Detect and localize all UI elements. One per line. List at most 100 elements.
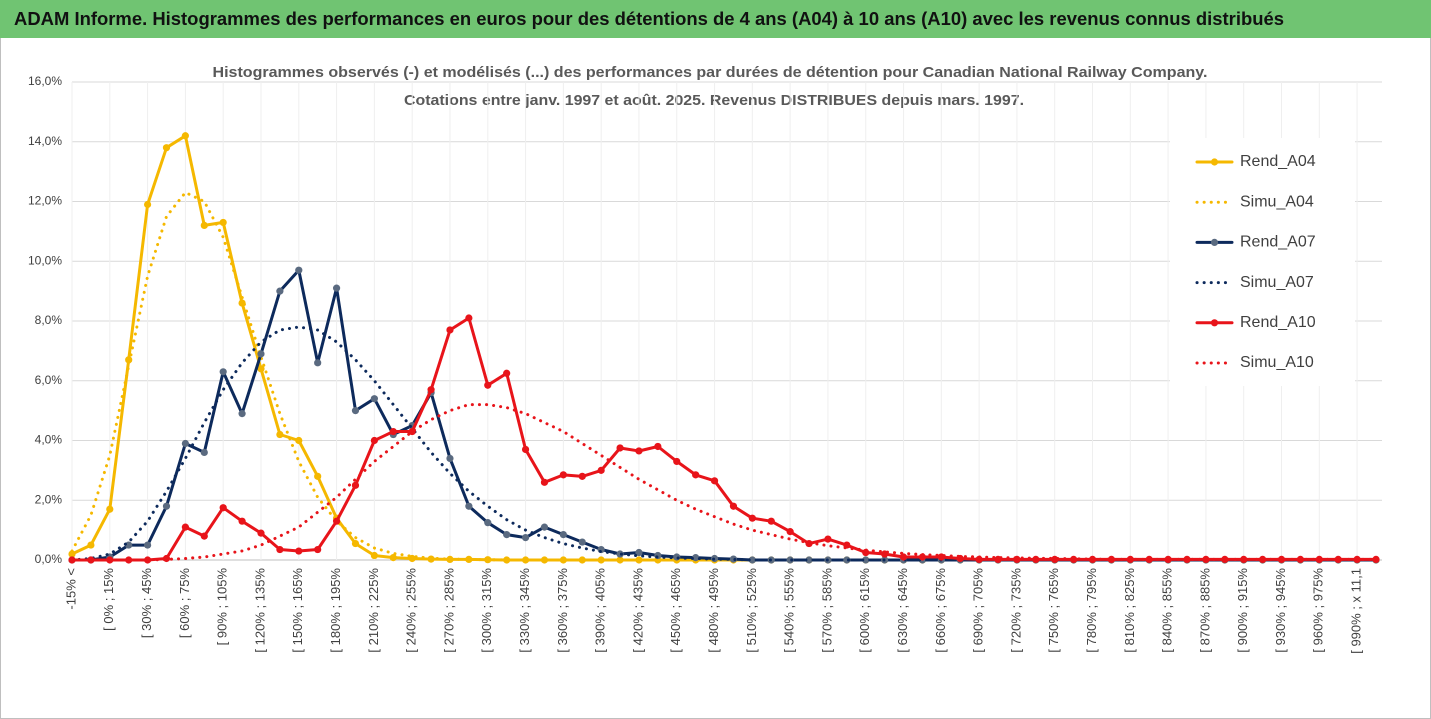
- legend-label: Rend_A10: [1240, 314, 1316, 331]
- x-tick-label: [ 570% ; 585%: [819, 568, 834, 653]
- data-point: [219, 504, 227, 512]
- data-point: [1164, 555, 1172, 564]
- data-point: [1334, 555, 1342, 564]
- data-point: [87, 556, 95, 564]
- chart-subtitle: Cotations entre janv. 1997 et août. 2025…: [404, 92, 1024, 109]
- x-tick-label: [ 750% ; 765%: [1046, 568, 1061, 653]
- data-point: [616, 444, 624, 452]
- x-tick-label: [ 990% ; x 11,1: [1349, 568, 1364, 654]
- x-tick-label: [ 660% ; 675%: [933, 568, 948, 653]
- data-point: [1277, 555, 1286, 564]
- data-point: [503, 556, 511, 564]
- data-point: [597, 466, 605, 474]
- data-point: [559, 531, 567, 539]
- data-point: [1126, 555, 1134, 564]
- data-point: [276, 430, 284, 439]
- data-point: [767, 517, 775, 525]
- x-tick-label: [ 540% ; 555%: [782, 568, 797, 653]
- data-point: [143, 200, 152, 209]
- data-point: [351, 407, 360, 415]
- data-point: [446, 326, 454, 334]
- x-tick-label: [ 360% ; 375%: [555, 568, 570, 653]
- x-tick-label: [ 930% ; 945%: [1273, 568, 1288, 653]
- data-point: [143, 556, 152, 564]
- x-tick-label: [ 780% ; 795%: [1084, 568, 1099, 653]
- data-point: [559, 556, 567, 564]
- legend-marker: [1210, 158, 1219, 166]
- data-point: [692, 471, 700, 479]
- data-point: [181, 439, 189, 448]
- data-point: [181, 523, 189, 531]
- x-tick-label: [ 240% ; 255%: [404, 568, 419, 653]
- y-tick-label: 4,0%: [35, 433, 63, 447]
- x-tick-label: [ 90% ; 105%: [215, 568, 230, 646]
- data-point: [1107, 555, 1116, 564]
- data-point: [446, 454, 454, 463]
- data-point: [370, 395, 378, 403]
- chart-subtitle: Histogrammes observés (-) et modélisés (…: [213, 64, 1208, 81]
- legend-box: [1170, 138, 1355, 386]
- data-point: [219, 218, 227, 227]
- y-tick-label: 0,0%: [35, 552, 63, 566]
- y-tick-label: 8,0%: [35, 313, 63, 327]
- data-point: [200, 221, 208, 229]
- data-point: [276, 545, 284, 554]
- data-point: [295, 266, 303, 274]
- legend-label: Simu_A04: [1240, 193, 1314, 210]
- data-point: [257, 365, 265, 373]
- data-point: [370, 436, 378, 445]
- data-point: [521, 445, 530, 454]
- data-point: [332, 284, 341, 292]
- x-tick-label: [ 330% ; 345%: [517, 568, 532, 653]
- data-point: [635, 548, 643, 557]
- x-tick-label: [ 510% ; 525%: [744, 568, 759, 653]
- data-point: [786, 528, 794, 536]
- data-point: [219, 368, 227, 376]
- data-point: [578, 556, 586, 564]
- data-point: [427, 386, 435, 394]
- x-tick-label: -15% <: [63, 568, 78, 610]
- legend-marker: [1210, 238, 1219, 246]
- x-tick-label: [ 390% ; 405%: [593, 568, 608, 653]
- data-point: [484, 519, 492, 527]
- data-point: [503, 531, 511, 539]
- data-point: [162, 144, 171, 152]
- y-tick-label: 14,0%: [28, 134, 62, 148]
- data-point: [805, 556, 813, 564]
- data-point: [824, 535, 832, 543]
- data-point: [578, 538, 586, 546]
- x-tick-label: [ 900% ; 915%: [1235, 568, 1250, 653]
- data-point: [389, 427, 397, 436]
- data-point: [314, 472, 322, 480]
- legend-label: Rend_A04: [1240, 153, 1316, 170]
- data-point: [748, 556, 756, 564]
- legend-label: Rend_A07: [1240, 234, 1316, 251]
- x-tick-label: [ 420% ; 435%: [630, 568, 645, 653]
- data-point: [143, 541, 152, 549]
- data-point: [351, 481, 360, 489]
- data-point: [200, 448, 208, 457]
- x-tick-label: [ 270% ; 285%: [441, 568, 456, 653]
- x-tick-label: [ 0% ; 15%: [101, 568, 116, 631]
- x-tick-label: [ 960% ; 975%: [1311, 568, 1326, 653]
- data-point: [257, 350, 265, 358]
- data-point: [899, 553, 908, 561]
- x-tick-label: [ 30% ; 45%: [139, 568, 154, 639]
- data-point: [389, 554, 397, 562]
- data-point: [692, 554, 700, 562]
- data-point: [484, 381, 492, 389]
- legend-marker: [1210, 319, 1219, 327]
- data-point: [314, 359, 322, 367]
- model-line: [70, 325, 1378, 562]
- x-tick-label: [ 630% ; 645%: [895, 568, 910, 653]
- data-point: [673, 457, 681, 466]
- data-point: [181, 132, 189, 140]
- data-point: [616, 556, 624, 564]
- data-point: [748, 514, 756, 522]
- y-tick-label: 2,0%: [35, 492, 63, 506]
- x-tick-label: [ 450% ; 465%: [668, 568, 683, 653]
- data-point: [276, 287, 284, 295]
- data-point: [1221, 555, 1229, 564]
- data-point: [654, 442, 662, 451]
- x-tick-label: [ 210% ; 225%: [366, 568, 381, 653]
